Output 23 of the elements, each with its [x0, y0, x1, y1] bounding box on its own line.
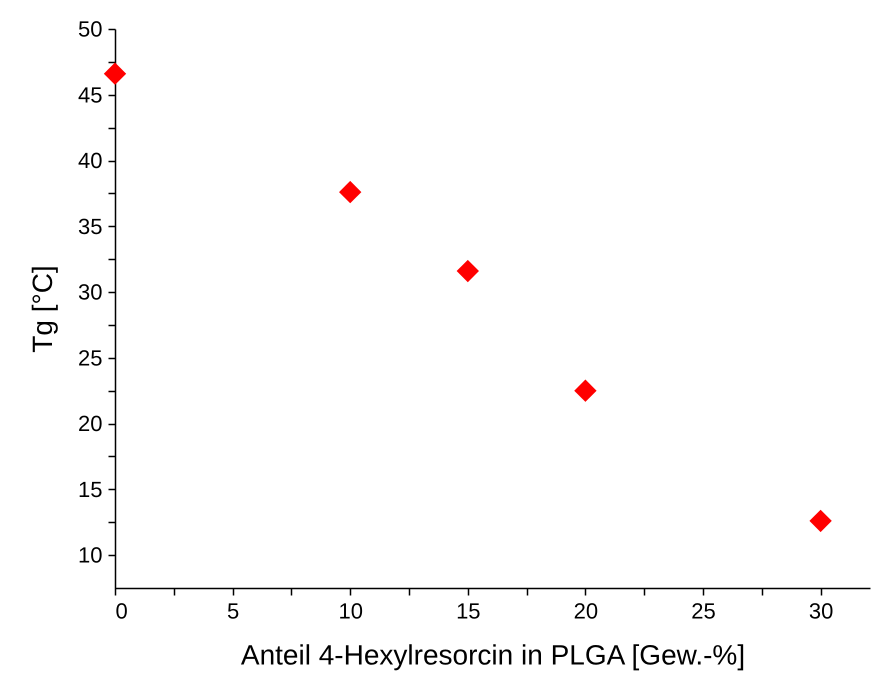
x-tick-label: 20	[574, 598, 598, 624]
point	[339, 180, 362, 204]
y-tick-label: 10	[78, 542, 102, 568]
y-tick-label: 35	[78, 214, 102, 239]
y-tick-label: 30	[78, 280, 102, 305]
x-tick-label: 15	[456, 598, 481, 624]
y-tick-label: 45	[78, 82, 102, 108]
x-tick-label: 25	[691, 598, 716, 624]
y-tick-label: 40	[78, 148, 102, 174]
point	[456, 260, 479, 282]
x-tick-label: 5	[226, 598, 240, 624]
y-tick-label: 25	[78, 345, 102, 370]
x-axis-title: Anteil 4-Hexylresorcin in PLGA [Gew.-%]	[240, 640, 746, 670]
point	[574, 380, 597, 402]
point	[809, 510, 832, 532]
x-tick-label: 0	[116, 598, 128, 624]
point	[104, 62, 126, 85]
y-tick-label: 20	[78, 411, 102, 436]
y-tick-label: 15	[78, 476, 102, 502]
y-tick-label: 50	[78, 16, 102, 42]
y-axis-title: Tg [°C]	[27, 265, 58, 353]
x-tick-label: 30	[808, 598, 834, 624]
x-tick-label: 10	[338, 598, 363, 624]
